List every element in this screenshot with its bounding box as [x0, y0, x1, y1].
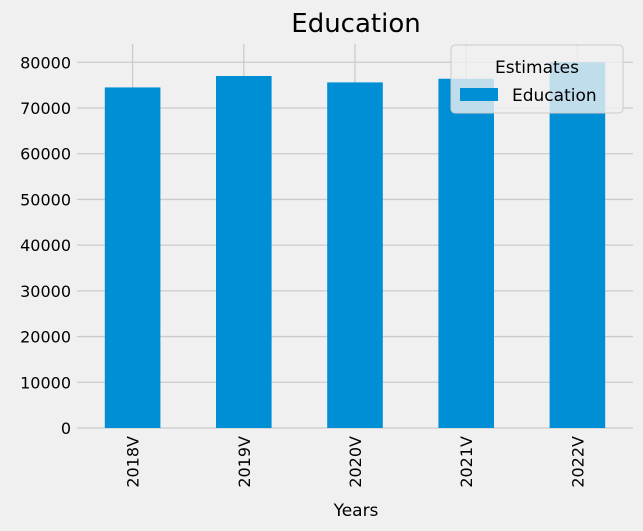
- chart-title: Education: [291, 9, 420, 39]
- bar-2022V: [549, 62, 606, 429]
- x-tick-labels: 2018V 2019V 2020V 2021V 2022V: [124, 436, 588, 488]
- y-tick-labels: 0 10000 20000 30000 40000 50000 60000 70000 8000…: [20, 53, 71, 438]
- x-tick-label: 2022V: [568, 436, 587, 488]
- y-tick-label: 80000: [20, 53, 71, 72]
- legend-title: Estimates: [495, 58, 579, 78]
- legend: Estimates Education: [450, 44, 624, 114]
- bar-2019V: [216, 76, 272, 428]
- y-tick-label: 30000: [20, 282, 71, 301]
- y-tick-label: 20000: [20, 328, 71, 347]
- y-tick-label: 0: [61, 419, 71, 438]
- x-tick-label: 2020V: [346, 436, 365, 488]
- y-tick-label: 50000: [20, 190, 71, 209]
- x-axis-title: Years: [333, 501, 379, 521]
- y-tick-label: 60000: [20, 145, 71, 164]
- y-tick-label: 70000: [20, 99, 71, 118]
- bar-2021V: [438, 78, 494, 428]
- bar-2018V: [104, 87, 161, 428]
- y-tick-label: 40000: [20, 236, 71, 255]
- bar-2020V: [327, 82, 383, 429]
- y-tick-label: 10000: [20, 373, 71, 392]
- legend-label: Education: [512, 86, 597, 106]
- x-tick-label: 2019V: [235, 436, 254, 488]
- x-tick-label: 2021V: [457, 436, 476, 488]
- bars: [104, 62, 606, 429]
- legend-swatch: [460, 88, 498, 101]
- x-tick-label: 2018V: [124, 436, 143, 488]
